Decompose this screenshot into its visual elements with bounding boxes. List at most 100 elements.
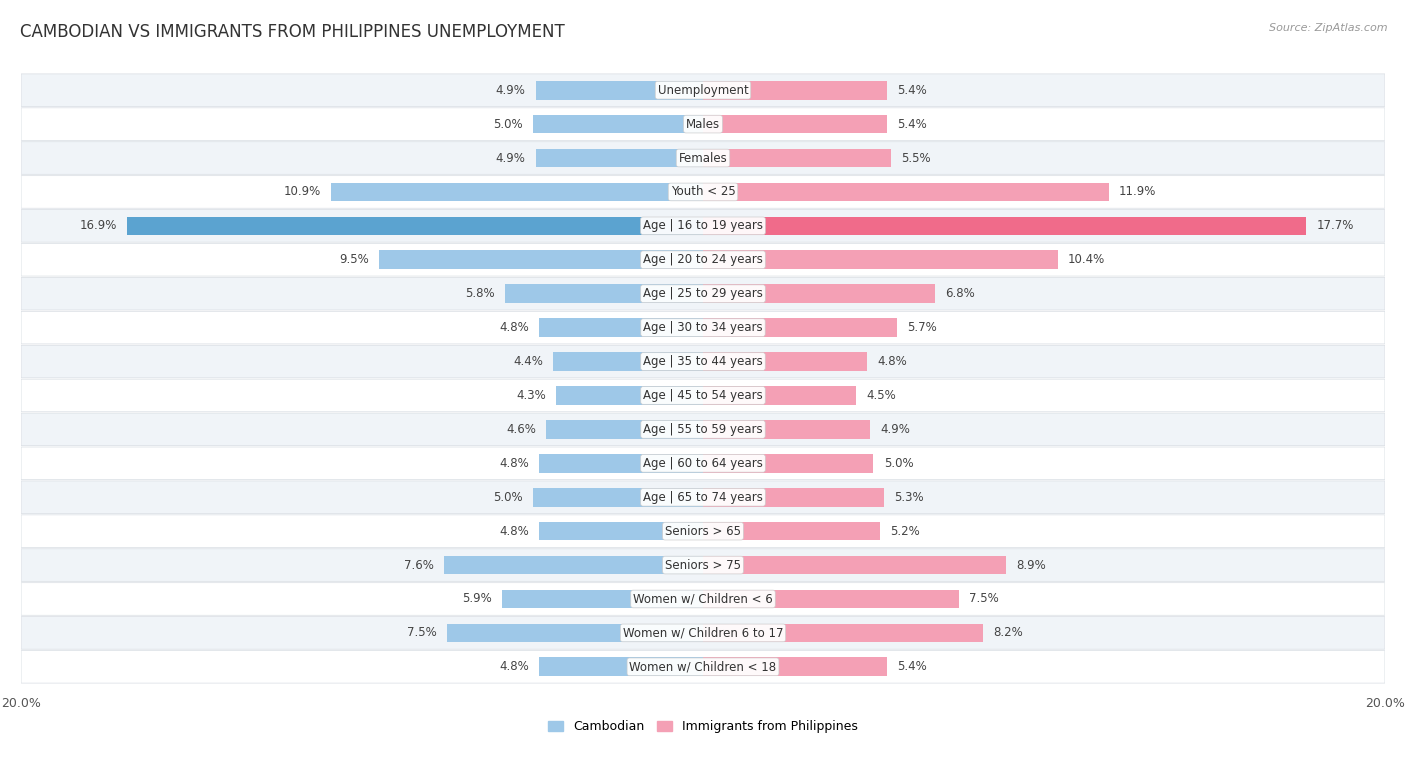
FancyBboxPatch shape [21, 413, 1385, 446]
Text: 4.9%: 4.9% [496, 151, 526, 164]
Bar [703, 217, 1306, 235]
Text: Women w/ Children < 6: Women w/ Children < 6 [633, 593, 773, 606]
Bar [505, 285, 703, 303]
Text: Women w/ Children 6 to 17: Women w/ Children 6 to 17 [623, 626, 783, 640]
Text: 4.8%: 4.8% [877, 355, 907, 368]
Bar [703, 81, 887, 99]
Bar [703, 556, 1007, 575]
Text: 4.4%: 4.4% [513, 355, 543, 368]
Text: 5.4%: 5.4% [897, 660, 927, 673]
Text: 4.9%: 4.9% [880, 423, 910, 436]
Text: 5.5%: 5.5% [901, 151, 931, 164]
Text: Age | 20 to 24 years: Age | 20 to 24 years [643, 254, 763, 266]
Text: Males: Males [686, 117, 720, 131]
Bar [127, 217, 703, 235]
Text: 4.8%: 4.8% [499, 660, 529, 673]
Text: 5.4%: 5.4% [897, 117, 927, 131]
Bar [703, 522, 880, 540]
Text: 8.9%: 8.9% [1017, 559, 1046, 572]
Text: 4.9%: 4.9% [496, 84, 526, 97]
Text: Youth < 25: Youth < 25 [671, 185, 735, 198]
Text: Women w/ Children < 18: Women w/ Children < 18 [630, 660, 776, 673]
Bar [380, 251, 703, 269]
Bar [444, 556, 703, 575]
Bar [703, 182, 1109, 201]
Text: 5.9%: 5.9% [461, 593, 492, 606]
Bar [533, 488, 703, 506]
Bar [703, 658, 887, 676]
Bar [540, 454, 703, 472]
Text: Age | 55 to 59 years: Age | 55 to 59 years [643, 423, 763, 436]
Text: 11.9%: 11.9% [1119, 185, 1156, 198]
Bar [703, 318, 897, 337]
Text: 7.5%: 7.5% [408, 626, 437, 640]
Text: 4.5%: 4.5% [866, 389, 897, 402]
Bar [553, 352, 703, 371]
Text: Age | 16 to 19 years: Age | 16 to 19 years [643, 220, 763, 232]
Text: Age | 25 to 29 years: Age | 25 to 29 years [643, 287, 763, 301]
FancyBboxPatch shape [21, 277, 1385, 310]
Text: 4.8%: 4.8% [499, 456, 529, 470]
FancyBboxPatch shape [21, 617, 1385, 650]
Legend: Cambodian, Immigrants from Philippines: Cambodian, Immigrants from Philippines [543, 715, 863, 739]
Bar [703, 624, 983, 642]
Bar [533, 115, 703, 133]
Text: 10.9%: 10.9% [284, 185, 321, 198]
FancyBboxPatch shape [21, 176, 1385, 208]
FancyBboxPatch shape [21, 244, 1385, 276]
Text: Age | 35 to 44 years: Age | 35 to 44 years [643, 355, 763, 368]
Text: 4.3%: 4.3% [516, 389, 546, 402]
FancyBboxPatch shape [21, 311, 1385, 344]
FancyBboxPatch shape [21, 549, 1385, 581]
FancyBboxPatch shape [21, 447, 1385, 480]
Text: Age | 45 to 54 years: Age | 45 to 54 years [643, 389, 763, 402]
Bar [332, 182, 703, 201]
Text: Source: ZipAtlas.com: Source: ZipAtlas.com [1270, 23, 1388, 33]
Text: Seniors > 75: Seniors > 75 [665, 559, 741, 572]
FancyBboxPatch shape [21, 379, 1385, 412]
FancyBboxPatch shape [21, 74, 1385, 107]
Bar [703, 352, 866, 371]
Text: 10.4%: 10.4% [1067, 254, 1105, 266]
Text: Age | 65 to 74 years: Age | 65 to 74 years [643, 491, 763, 503]
Bar [536, 148, 703, 167]
Text: CAMBODIAN VS IMMIGRANTS FROM PHILIPPINES UNEMPLOYMENT: CAMBODIAN VS IMMIGRANTS FROM PHILIPPINES… [20, 23, 564, 41]
Text: 5.0%: 5.0% [492, 117, 522, 131]
Text: 7.6%: 7.6% [404, 559, 433, 572]
Bar [703, 420, 870, 439]
Bar [557, 386, 703, 405]
FancyBboxPatch shape [21, 142, 1385, 174]
FancyBboxPatch shape [21, 650, 1385, 683]
Bar [546, 420, 703, 439]
Bar [703, 386, 856, 405]
FancyBboxPatch shape [21, 583, 1385, 615]
Bar [447, 624, 703, 642]
Text: 9.5%: 9.5% [339, 254, 368, 266]
Text: 16.9%: 16.9% [79, 220, 117, 232]
Bar [703, 488, 884, 506]
Text: 8.2%: 8.2% [993, 626, 1022, 640]
Text: Seniors > 65: Seniors > 65 [665, 525, 741, 537]
FancyBboxPatch shape [21, 515, 1385, 547]
Bar [703, 251, 1057, 269]
Bar [536, 81, 703, 99]
Bar [703, 115, 887, 133]
Bar [703, 285, 935, 303]
Bar [540, 658, 703, 676]
Text: 5.0%: 5.0% [492, 491, 522, 503]
Text: 5.2%: 5.2% [890, 525, 921, 537]
FancyBboxPatch shape [21, 481, 1385, 513]
Text: 6.8%: 6.8% [945, 287, 974, 301]
Text: 5.7%: 5.7% [908, 321, 938, 334]
FancyBboxPatch shape [21, 210, 1385, 242]
Text: 17.7%: 17.7% [1317, 220, 1354, 232]
Text: Age | 30 to 34 years: Age | 30 to 34 years [643, 321, 763, 334]
Text: 5.3%: 5.3% [894, 491, 924, 503]
Text: 4.8%: 4.8% [499, 321, 529, 334]
Bar [703, 148, 890, 167]
Bar [502, 590, 703, 609]
Text: 4.8%: 4.8% [499, 525, 529, 537]
Text: 4.6%: 4.6% [506, 423, 536, 436]
Bar [540, 522, 703, 540]
Bar [540, 318, 703, 337]
